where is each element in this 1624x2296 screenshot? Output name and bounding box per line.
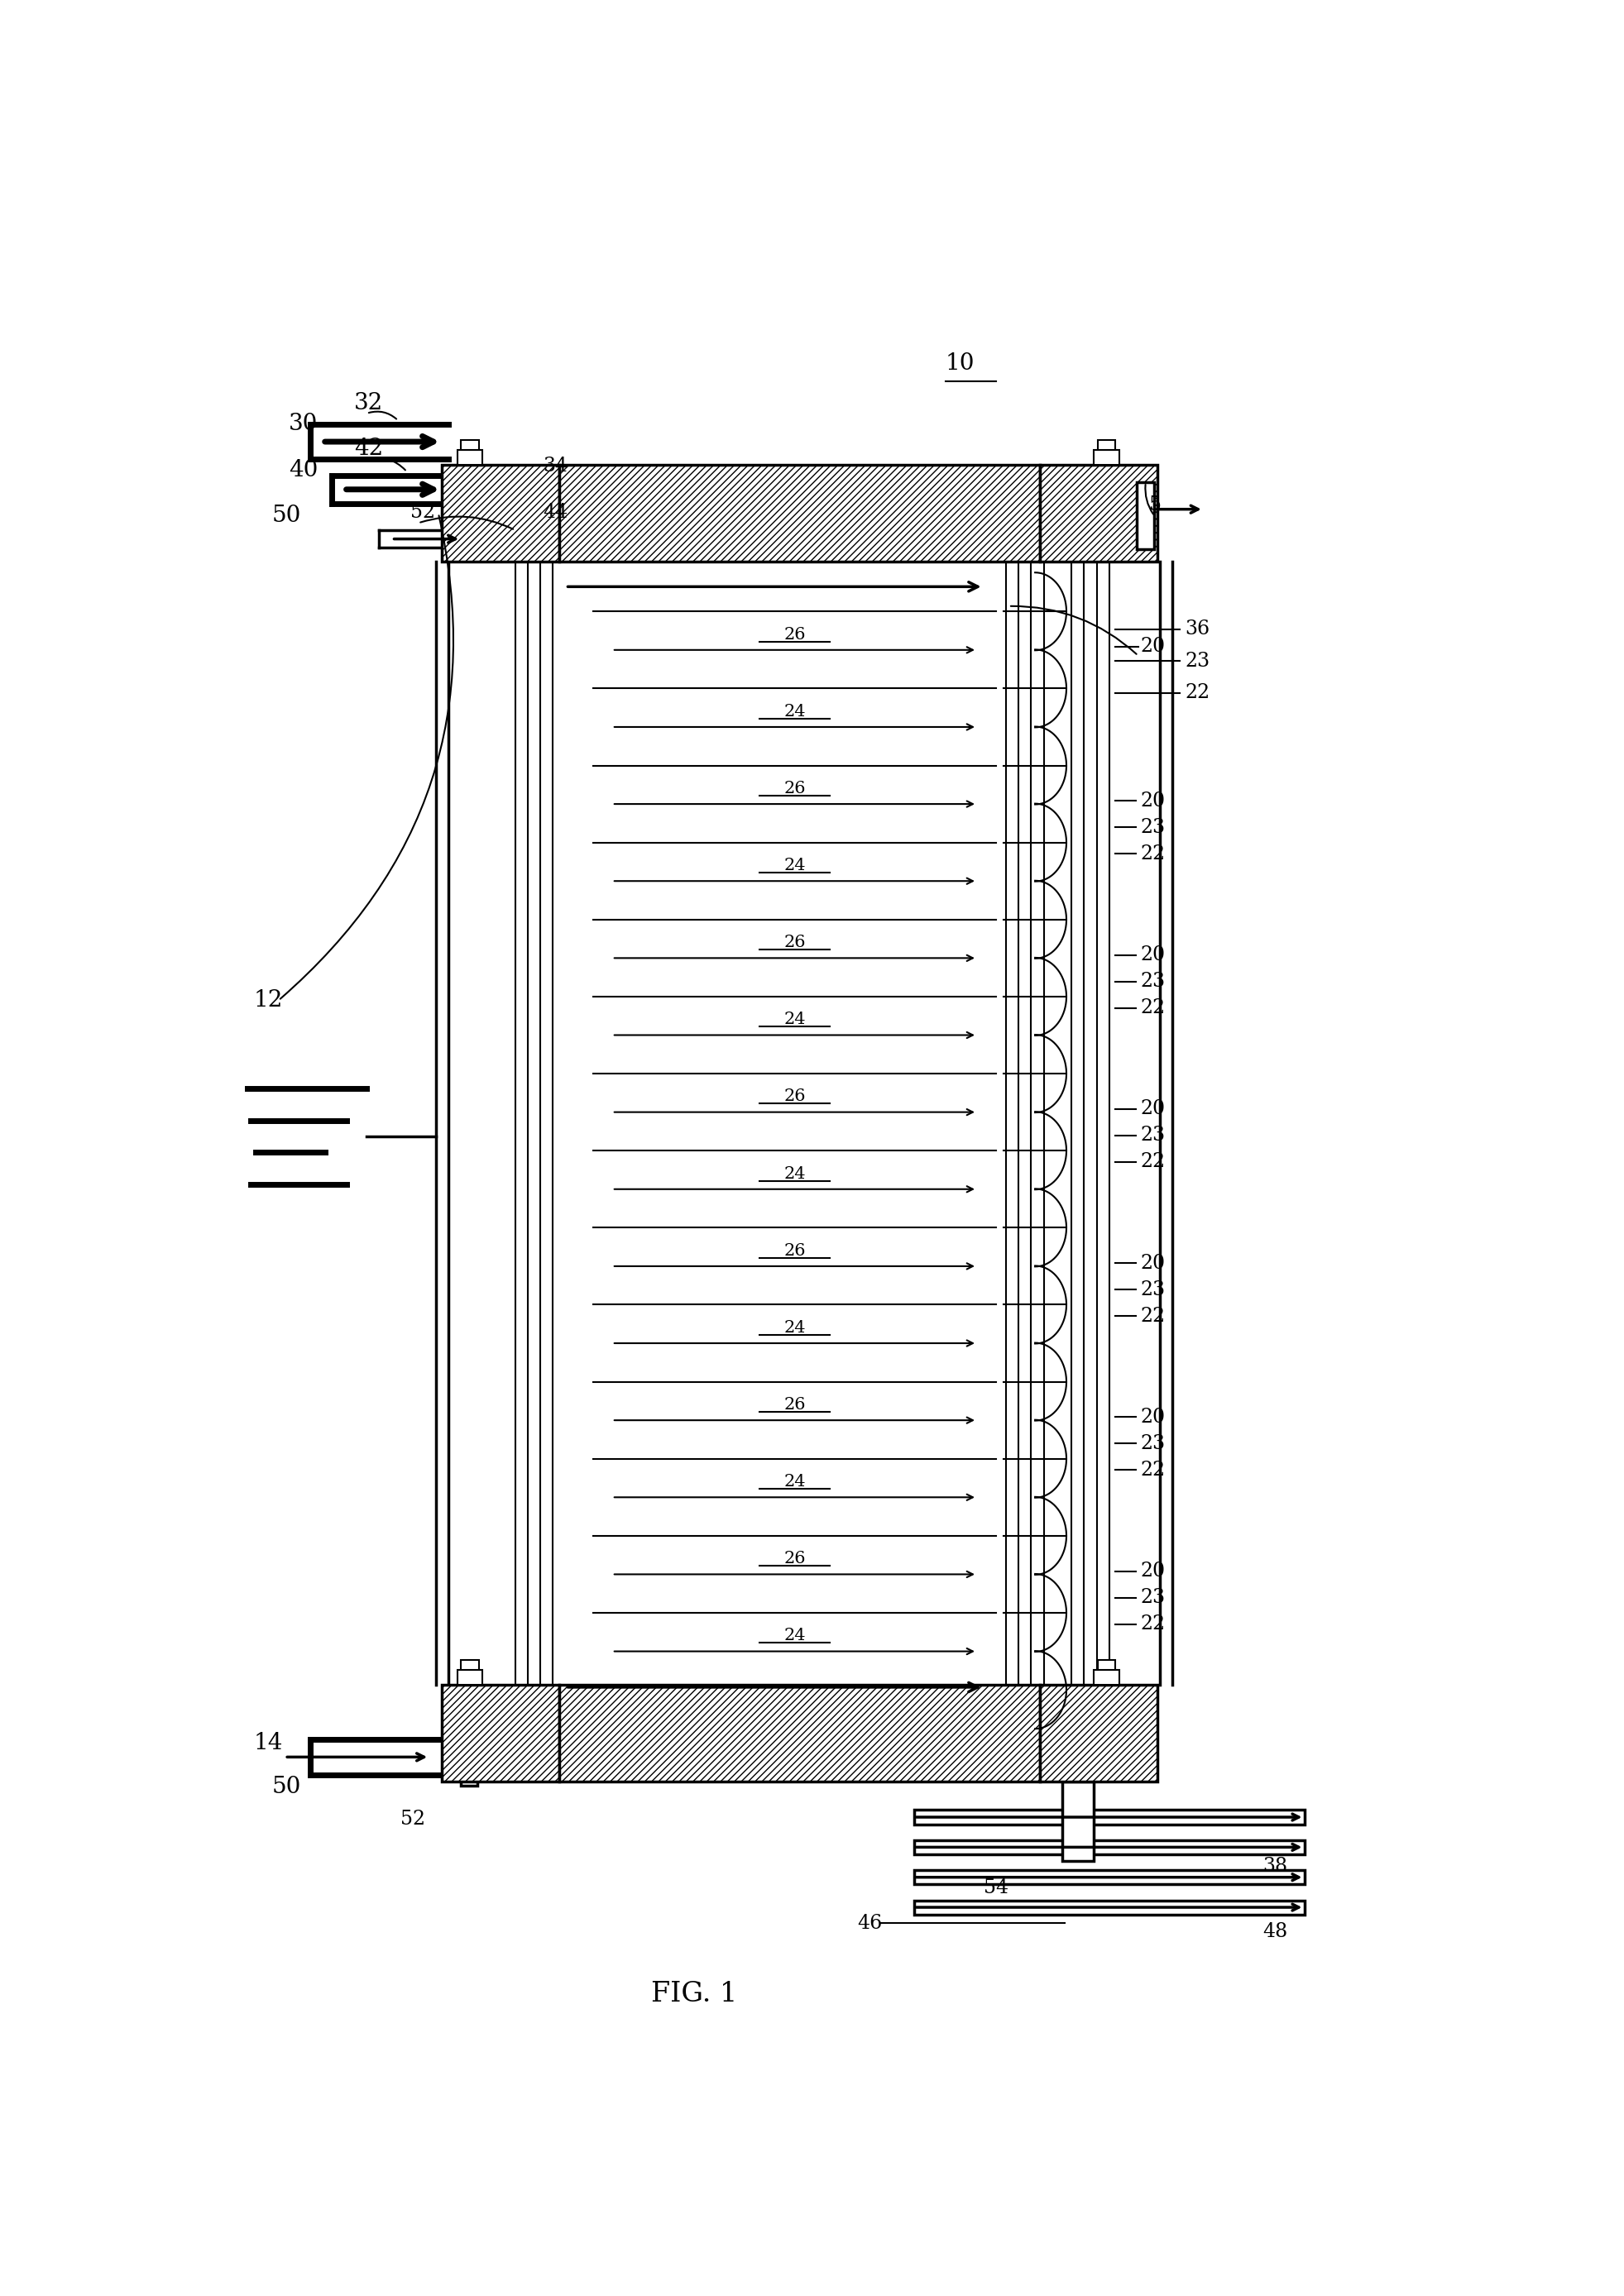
Bar	[461, 1660, 479, 1669]
Text: 26: 26	[784, 1088, 806, 1104]
Text: 23: 23	[1140, 971, 1166, 992]
Text: 50: 50	[273, 1775, 302, 1798]
Bar	[559, 464, 1039, 563]
Text: 26: 26	[784, 781, 806, 797]
Text: 20: 20	[1140, 792, 1166, 810]
Text: 26: 26	[784, 1396, 806, 1412]
Bar	[458, 1669, 482, 1685]
Text: 22: 22	[1140, 1306, 1166, 1325]
Text: 24: 24	[784, 859, 806, 872]
Text: 14: 14	[253, 1731, 283, 1754]
Text: 44: 44	[542, 503, 568, 521]
Text: 48: 48	[1263, 1922, 1288, 1942]
Text: 10: 10	[945, 354, 974, 374]
Bar	[461, 441, 479, 450]
Text: 20: 20	[1140, 1561, 1166, 1580]
Text: 20: 20	[1140, 1100, 1166, 1118]
Text: 26: 26	[784, 1552, 806, 1566]
Text: 26: 26	[784, 1242, 806, 1258]
Bar	[1095, 450, 1119, 464]
Text: 20: 20	[1140, 946, 1166, 964]
Text: 52: 52	[401, 1809, 425, 1828]
Text: 5: 5	[1150, 496, 1161, 514]
Bar	[1039, 464, 1156, 563]
Text: FIG. 1: FIG. 1	[651, 1981, 737, 2007]
Text: 24: 24	[784, 703, 806, 719]
Text: 50: 50	[273, 505, 302, 528]
Text: 30: 30	[289, 413, 318, 436]
Text: 24: 24	[784, 1628, 806, 1644]
Text: 32: 32	[354, 393, 383, 413]
Bar	[914, 1809, 1304, 1825]
Text: 34: 34	[542, 457, 568, 475]
Bar	[442, 1685, 559, 1782]
Bar	[559, 1685, 1039, 1782]
Bar	[461, 1717, 477, 1786]
Text: 24: 24	[784, 1013, 806, 1029]
Bar	[914, 1839, 1304, 1855]
Bar	[1095, 1669, 1119, 1685]
Text: 46: 46	[857, 1913, 882, 1933]
Text: 23: 23	[1140, 1435, 1166, 1453]
Text: 20: 20	[1140, 1407, 1166, 1426]
Text: 24: 24	[784, 1166, 806, 1182]
Text: 40: 40	[289, 459, 318, 482]
Bar	[1062, 1782, 1095, 1862]
Text: 52: 52	[411, 503, 435, 521]
Bar	[1098, 441, 1116, 450]
Bar	[1137, 482, 1155, 549]
Bar	[914, 1901, 1304, 1915]
Text: 20: 20	[1140, 1254, 1166, 1272]
Bar	[458, 450, 482, 464]
Text: 12: 12	[253, 990, 283, 1013]
Text: 24: 24	[784, 1474, 806, 1490]
Text: 38: 38	[1263, 1857, 1288, 1876]
Text: 23: 23	[1140, 1281, 1166, 1300]
Text: 22: 22	[1140, 1153, 1166, 1171]
Bar	[442, 464, 559, 563]
Text: 22: 22	[1140, 1614, 1166, 1635]
Bar	[508, 549, 541, 563]
Text: 24: 24	[784, 1320, 806, 1336]
Bar	[1098, 1660, 1116, 1669]
Text: 26: 26	[784, 934, 806, 951]
Bar	[914, 1871, 1304, 1885]
Text: 22: 22	[1140, 845, 1166, 863]
Text: 26: 26	[784, 627, 806, 643]
Text: 22: 22	[1140, 1460, 1166, 1479]
Text: 36: 36	[1186, 620, 1210, 638]
Text: 20: 20	[1140, 638, 1166, 657]
Text: 23: 23	[1186, 652, 1210, 670]
Text: 42: 42	[354, 439, 383, 459]
Text: 22: 22	[1140, 999, 1166, 1017]
Text: 54: 54	[984, 1878, 1009, 1896]
Text: 23: 23	[1140, 1125, 1166, 1146]
Bar	[1039, 1685, 1156, 1782]
Text: 23: 23	[1140, 1589, 1166, 1607]
Text: 23: 23	[1140, 817, 1166, 836]
Text: 22: 22	[1186, 684, 1210, 703]
